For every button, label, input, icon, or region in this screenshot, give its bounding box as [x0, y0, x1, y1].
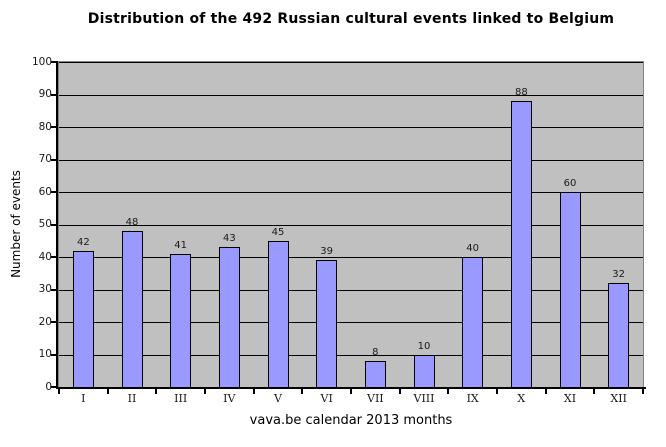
- gridline: [59, 94, 643, 96]
- y-tick: [51, 288, 56, 291]
- x-category-label: IV: [223, 392, 236, 405]
- y-tick-label: 80: [38, 120, 52, 133]
- bar-value-label: 88: [514, 87, 528, 98]
- x-category-label: XI: [563, 392, 577, 405]
- y-tick: [51, 256, 56, 258]
- bar: [462, 257, 484, 387]
- bar-value-label: 39: [320, 246, 334, 258]
- bar-value-label: 43: [222, 233, 236, 245]
- gridline: [59, 257, 643, 258]
- gridline: [59, 224, 643, 226]
- y-tick: [51, 61, 56, 63]
- bar: [121, 231, 143, 387]
- y-tick-label: 40: [38, 250, 52, 263]
- gridline: [59, 289, 643, 291]
- plot-area: [58, 61, 644, 388]
- bar: [316, 260, 338, 387]
- gridline: [59, 322, 643, 323]
- bar: [510, 101, 532, 387]
- y-tick: [51, 386, 56, 388]
- y-tick: [51, 353, 56, 356]
- bar: [413, 354, 435, 387]
- bar-value-label: 10: [417, 340, 431, 352]
- y-tick-label: 100: [31, 55, 52, 68]
- gridline: [59, 354, 643, 356]
- bar: [559, 192, 581, 387]
- x-tick: [252, 389, 255, 394]
- x-tick: [544, 389, 547, 394]
- bar-value-label: 32: [612, 269, 626, 280]
- y-tick-label: 90: [38, 88, 52, 100]
- x-tick: [58, 389, 60, 394]
- y-tick-label: 50: [38, 218, 52, 230]
- bar-value-label: 41: [174, 239, 188, 251]
- bar-value-label: 48: [125, 217, 139, 228]
- gridline: [59, 159, 643, 161]
- bar-value-label: 40: [466, 243, 480, 254]
- y-tick: [51, 158, 56, 161]
- x-category-label: IX: [466, 392, 479, 405]
- x-category-label: II: [127, 392, 137, 405]
- bar: [364, 361, 386, 387]
- gridline: [59, 62, 643, 63]
- gridline: [59, 192, 643, 193]
- y-tick-label: 60: [38, 185, 52, 198]
- bar-value-label: 42: [76, 236, 90, 248]
- y-tick: [51, 223, 56, 226]
- x-category-label: VI: [320, 392, 333, 405]
- bar: [170, 253, 192, 387]
- x-tick: [447, 389, 450, 394]
- bar: [218, 247, 240, 387]
- y-tick-label: 10: [38, 348, 52, 360]
- bar: [608, 283, 630, 387]
- y-tick: [51, 321, 56, 323]
- chart-title: Distribution of the 492 Russian cultural…: [87, 11, 615, 27]
- bar-value-label: 45: [271, 226, 285, 238]
- bar: [72, 250, 94, 387]
- y-tick-label: 0: [45, 380, 52, 393]
- x-category-label: III: [174, 392, 188, 405]
- bar-value-label: 60: [563, 178, 577, 189]
- x-tick: [350, 389, 352, 394]
- x-tick: [642, 389, 644, 394]
- y-tick-label: 30: [38, 283, 52, 295]
- x-tick: [496, 389, 498, 394]
- y-tick: [51, 126, 56, 128]
- x-category-label: XII: [610, 392, 627, 405]
- y-tick: [51, 93, 56, 96]
- y-tick: [51, 191, 56, 193]
- x-tick: [398, 389, 401, 394]
- x-category-label: VII: [367, 392, 384, 405]
- y-tick-label: 70: [38, 153, 52, 165]
- x-tick: [155, 389, 158, 394]
- x-tick: [204, 389, 206, 394]
- y-axis-line: [56, 61, 58, 388]
- x-tick: [593, 389, 596, 394]
- gridline: [59, 127, 643, 128]
- x-tick: [106, 389, 109, 394]
- x-category-label: X: [517, 392, 526, 405]
- x-category-label: VIII: [413, 392, 435, 405]
- bar: [267, 240, 289, 387]
- x-category-label: I: [81, 392, 86, 405]
- x-tick: [301, 389, 304, 394]
- x-axis-line: [56, 387, 646, 389]
- x-category-label: V: [274, 392, 282, 405]
- bar-value-label: 8: [372, 347, 379, 358]
- y-tick-label: 20: [38, 315, 52, 328]
- x-axis-title: vava.be calendar 2013 months: [249, 413, 453, 428]
